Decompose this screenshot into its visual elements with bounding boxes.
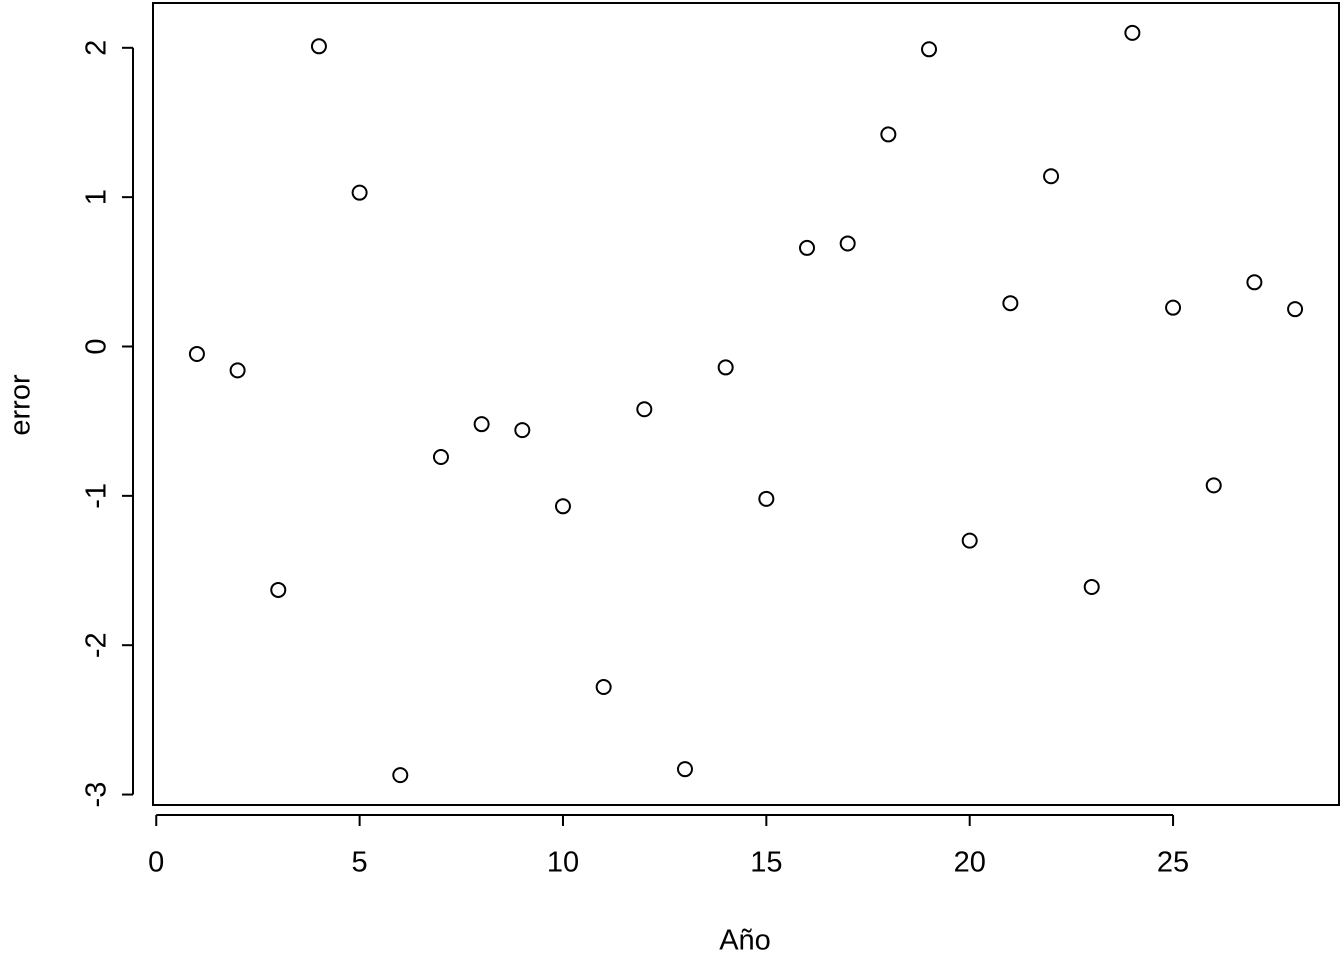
x-tick-label: 5 — [352, 847, 368, 879]
y-axis-title: error — [5, 374, 37, 436]
point — [310, 38, 327, 55]
point — [351, 184, 368, 201]
point — [1165, 299, 1182, 316]
point — [636, 401, 653, 418]
point — [432, 449, 449, 466]
point — [799, 239, 816, 256]
point — [188, 345, 205, 362]
y-tick-label: 0 — [81, 338, 113, 354]
y-tick-label: -3 — [81, 782, 113, 808]
point — [1287, 301, 1304, 318]
y-tick-label: -1 — [81, 483, 113, 509]
point — [554, 498, 571, 515]
y-tick-label: 2 — [81, 40, 113, 56]
point — [1043, 168, 1060, 185]
x-tick-label: 20 — [954, 847, 986, 879]
x-tick-label: 25 — [1157, 847, 1189, 879]
plot-box — [152, 2, 1340, 806]
x-tick-label: 15 — [750, 847, 782, 879]
x-tick-label: 0 — [148, 847, 164, 879]
point — [839, 235, 856, 252]
point — [921, 41, 938, 58]
point — [758, 490, 775, 507]
y-tick-label: 1 — [81, 189, 113, 205]
point — [270, 581, 287, 598]
point — [514, 422, 531, 439]
point — [961, 532, 978, 549]
point — [1205, 477, 1222, 494]
point — [880, 126, 897, 143]
x-axis-title: Año — [719, 925, 771, 957]
point — [717, 359, 734, 376]
y-tick-label: -2 — [81, 632, 113, 658]
x-tick-label: 10 — [547, 847, 579, 879]
point — [1246, 274, 1263, 291]
point — [392, 767, 409, 784]
point — [676, 761, 693, 778]
point — [1124, 24, 1141, 41]
point — [473, 416, 490, 433]
point — [595, 679, 612, 696]
point — [1002, 295, 1019, 312]
point — [1083, 578, 1100, 595]
point — [229, 362, 246, 379]
